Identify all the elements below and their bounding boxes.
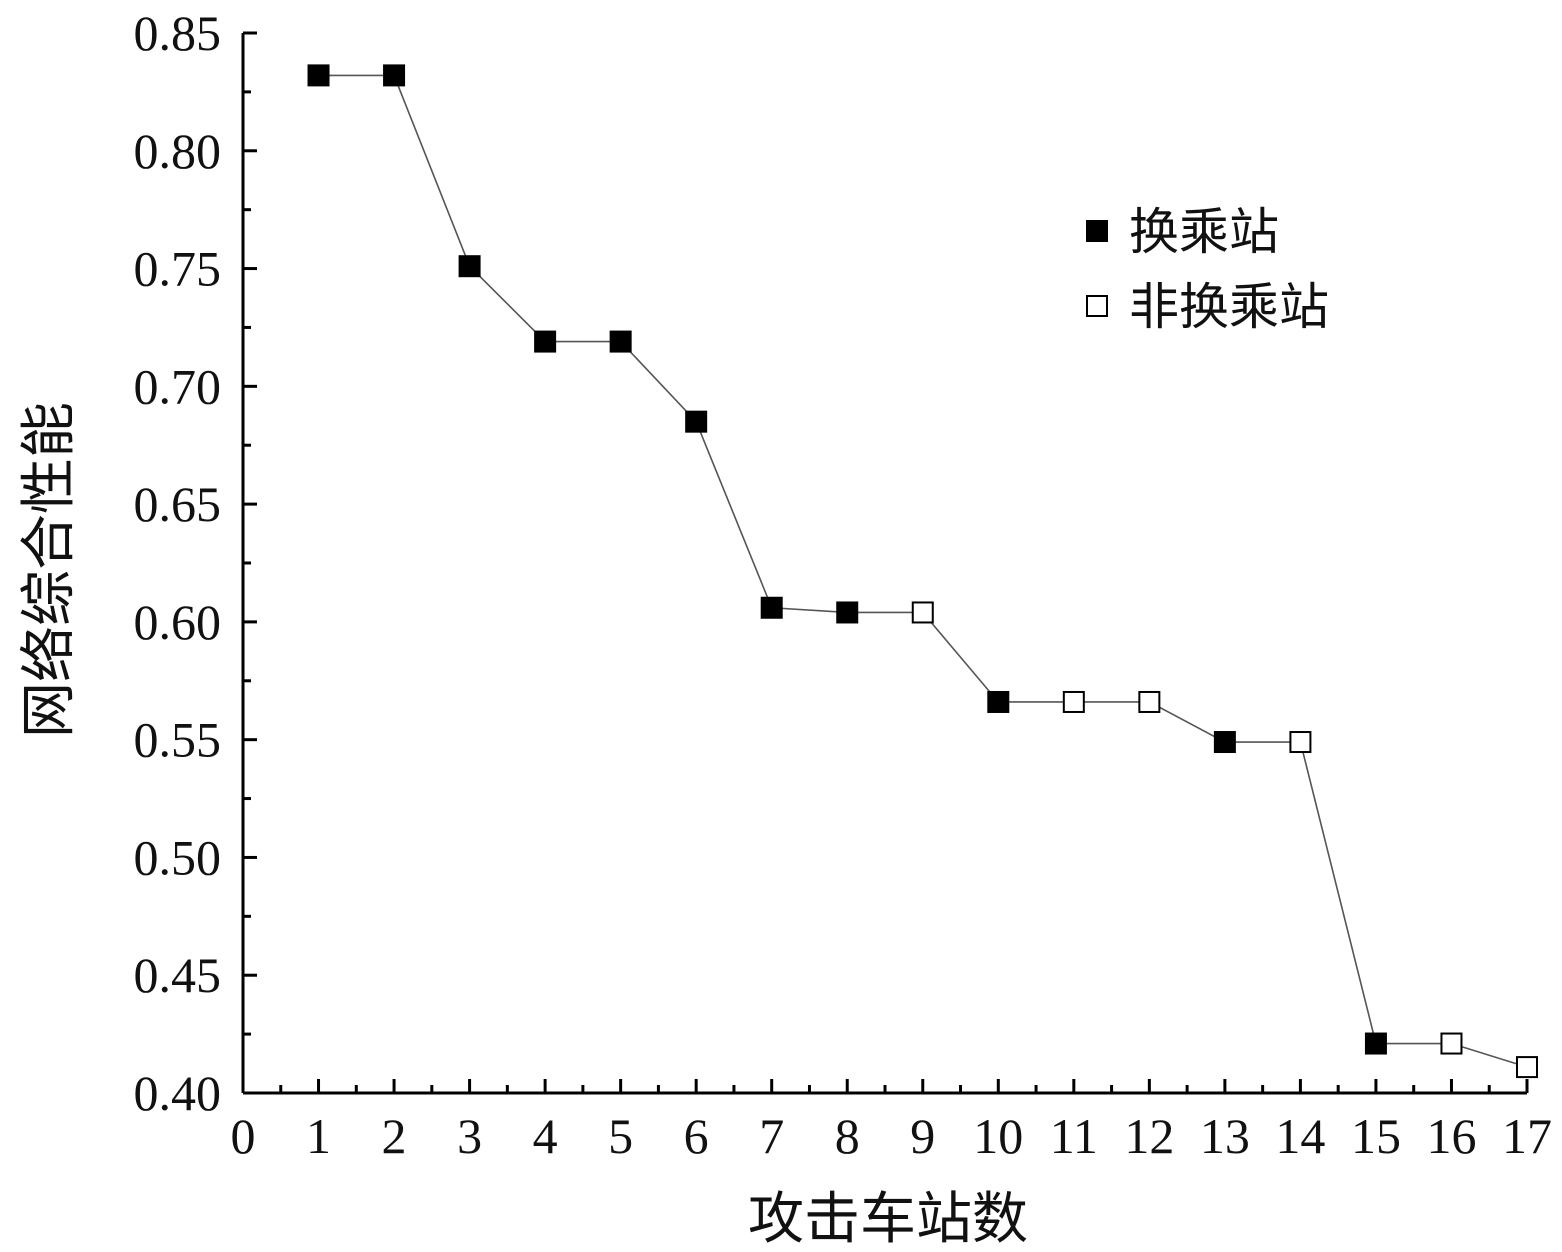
- x-tick-label: 9: [910, 1108, 935, 1164]
- x-tick-label: 11: [1050, 1108, 1098, 1164]
- x-tick-label: 12: [1124, 1108, 1174, 1164]
- y-tick-label: 0.65: [134, 476, 222, 532]
- legend-label: 非换乘站: [1129, 278, 1329, 336]
- non-transfer-station-point: [1138, 690, 1161, 713]
- x-tick-label: 6: [684, 1108, 709, 1164]
- legend-label: 换乘站: [1129, 203, 1279, 261]
- transfer-station-point: [458, 255, 481, 278]
- y-tick-label: 0.50: [134, 829, 222, 885]
- transfer-station-point: [609, 330, 632, 353]
- axes: [241, 33, 1527, 1095]
- non-transfer-station-point: [911, 601, 934, 624]
- x-tick-label: 3: [457, 1108, 482, 1164]
- x-tick-label: 5: [608, 1108, 633, 1164]
- transfer-station-point: [987, 690, 1010, 713]
- x-tick-label: 13: [1200, 1108, 1250, 1164]
- transfer-station-point: [1213, 731, 1236, 754]
- x-tick-label: 1: [306, 1108, 331, 1164]
- x-tick-label: 16: [1426, 1108, 1476, 1164]
- non-transfer-station-point: [1062, 690, 1085, 713]
- x-tick-label: 4: [533, 1108, 558, 1164]
- transfer-station-point: [836, 601, 859, 624]
- series-line: [318, 74, 1528, 1068]
- non-transfer-station-point: [1440, 1032, 1463, 1055]
- transfer-station-point: [307, 64, 330, 87]
- y-tick-label: 0.40: [134, 1065, 222, 1121]
- non-transfer-station-point: [1516, 1056, 1538, 1079]
- y-tick-label: 0.75: [134, 241, 222, 297]
- x-tick-label: 17: [1502, 1108, 1552, 1164]
- transfer-station-point: [534, 330, 557, 353]
- y-tick-label: 0.55: [134, 712, 222, 768]
- non-transfer-station-point: [1289, 731, 1312, 754]
- y-tick-label: 0.85: [134, 5, 222, 61]
- y-tick-label: 0.80: [134, 123, 222, 179]
- x-axis-title: 攻击车站数: [748, 1187, 1028, 1252]
- y-tick-label: 0.70: [134, 358, 222, 414]
- transfer-station-point: [760, 596, 783, 619]
- x-tick-label: 14: [1275, 1108, 1325, 1164]
- x-tick-label: 15: [1351, 1108, 1401, 1164]
- transfer-station-point: [383, 64, 406, 87]
- legend-transfer-marker: [1086, 220, 1108, 242]
- series-polyline: [318, 74, 1528, 1068]
- ticks: 0 1 2 3 4 5 6 7 8 9 10 11 12 13 14 15 16 170.400.450.500.…: [134, 5, 1553, 1164]
- x-tick-label: 10: [973, 1108, 1023, 1164]
- y-tick-label: 0.60: [134, 594, 222, 650]
- y-axis-title: 网络综合性能: [17, 402, 82, 738]
- x-tick-label: 0: [231, 1108, 256, 1164]
- x-tick-label: 2: [382, 1108, 407, 1164]
- data-markers: [307, 64, 1538, 1079]
- y-tick-label: 0.45: [134, 947, 222, 1003]
- x-tick-label: 8: [835, 1108, 860, 1164]
- legend-non-transfer-marker: [1086, 295, 1108, 317]
- x-tick-label: 7: [759, 1108, 784, 1164]
- transfer-station-point: [685, 410, 708, 433]
- transfer-station-point: [1364, 1032, 1387, 1055]
